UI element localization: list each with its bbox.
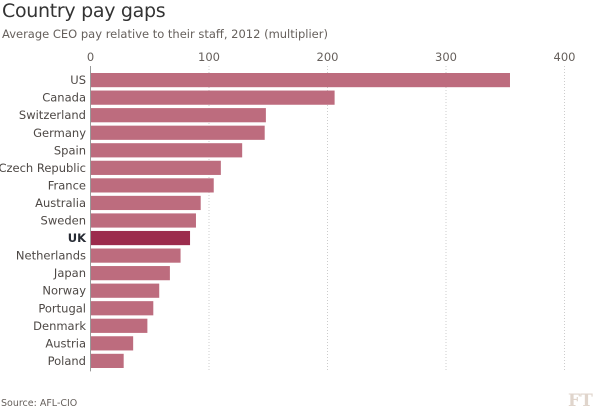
category-label: Japan: [53, 266, 86, 280]
category-label: Denmark: [33, 319, 86, 333]
category-label: Portugal: [38, 301, 86, 315]
category-label: Austria: [45, 336, 86, 350]
bar: [90, 195, 201, 211]
bar: [90, 73, 510, 88]
x-tick-label: 100: [198, 50, 220, 64]
bar: [90, 160, 221, 175]
ft-logo: FT: [568, 391, 593, 411]
bar: [90, 301, 154, 316]
x-tick-label: 400: [554, 50, 576, 64]
bar: [90, 283, 160, 298]
bar: [90, 353, 124, 368]
bar: [90, 213, 196, 228]
category-label: Australia: [35, 196, 86, 210]
category-label: France: [48, 178, 86, 192]
x-tick-label: 200: [317, 50, 339, 64]
bar: [90, 336, 134, 351]
bar: [90, 125, 265, 140]
category-label: UK: [68, 231, 87, 245]
bar: [90, 108, 266, 123]
chart-subtitle: Average CEO pay relative to their staff,…: [2, 27, 328, 41]
bar: [90, 248, 181, 263]
category-label: Sweden: [41, 214, 86, 228]
bar: [90, 178, 214, 193]
category-label: Canada: [42, 91, 86, 105]
category-label: Norway: [42, 284, 86, 298]
chart-title: Country pay gaps: [2, 0, 166, 22]
bar: [90, 230, 191, 246]
x-tick-label: 300: [435, 50, 457, 64]
x-tick-label: 0: [87, 50, 94, 64]
category-label: Netherlands: [16, 249, 86, 263]
category-label: Spain: [54, 143, 86, 157]
category-label: US: [70, 73, 86, 87]
category-label: Germany: [33, 126, 86, 140]
bar: [90, 90, 335, 105]
category-label: Czech Republic: [0, 161, 86, 175]
source-note: Source: AFL-CIO: [1, 398, 78, 409]
category-label: Poland: [48, 354, 86, 368]
bar: [90, 143, 243, 158]
bar: [90, 318, 148, 333]
bar: [90, 266, 170, 281]
category-label: Switzerland: [19, 108, 86, 122]
